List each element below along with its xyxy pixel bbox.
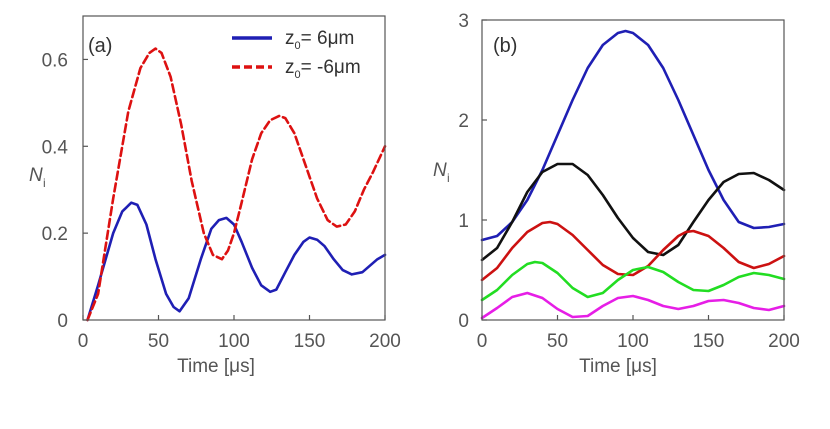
panel-a-series-line-0 — [86, 201, 387, 322]
panel-b-series-line-4 — [480, 291, 786, 320]
x-tick-label: 200 — [369, 331, 401, 352]
legend-label-z0-minus-6um: z0= -6μm — [285, 57, 361, 81]
panel-b-series-line-0 — [480, 29, 786, 242]
x-tick-label: 100 — [218, 331, 250, 352]
panel-a-y-axis-title-sub: i — [43, 176, 46, 190]
y-tick-label: 1 — [458, 211, 469, 232]
panel-b-x-axis-title: Time [μs] — [579, 356, 657, 377]
x-tick-label: 100 — [617, 331, 649, 352]
panel-b-series-line-2 — [480, 220, 786, 282]
x-tick-label: 50 — [547, 331, 568, 352]
panel-b-x-ticks: 0 50 100 150 200 — [477, 315, 800, 352]
panel-a-y-axis-title: N i — [29, 165, 46, 190]
x-tick-label: 50 — [148, 331, 169, 352]
x-tick-label: 200 — [768, 331, 800, 352]
panel-a-plot-area — [86, 47, 387, 322]
panel-a-x-ticks: 0 50 100 150 200 — [78, 315, 401, 352]
panel-b-series-line-3 — [480, 260, 786, 302]
panel-b-plot-area — [480, 29, 786, 320]
y-tick-label: 2 — [458, 111, 469, 132]
panel-b-label: (b) — [493, 35, 517, 57]
x-tick-label: 150 — [294, 331, 326, 352]
y-tick-label: 0.4 — [42, 137, 69, 158]
panel-a-y-ticks: 0 0.2 0.4 0.6 — [42, 50, 88, 332]
y-tick-label: 0 — [458, 311, 469, 332]
x-tick-label: 0 — [78, 331, 89, 352]
panel-a-x-axis-title: Time [μs] — [177, 356, 255, 377]
y-tick-label: 0.6 — [42, 50, 68, 71]
x-tick-label: 150 — [693, 331, 725, 352]
panel-a-series-line-1 — [86, 47, 387, 322]
x-tick-label: 0 — [477, 331, 488, 352]
panel-a-legend: z0= 6μm z0= -6μm — [232, 28, 361, 81]
panel-b-series-line-1 — [480, 162, 786, 262]
y-tick-label: 0.2 — [42, 224, 68, 245]
panel-b-y-ticks: 0 1 2 3 — [458, 11, 487, 332]
panel-a: 0 50 100 150 200 0 0.2 0.4 0.6 (a) Time [μs] N … — [29, 15, 401, 377]
panel-a-label: (a) — [88, 35, 112, 57]
panel-b-y-axis-title: N i — [433, 160, 450, 185]
panel-a-y-axis-title-main: N — [29, 165, 43, 186]
panel-b-y-axis-title-main: N — [433, 160, 447, 181]
y-tick-label: 0 — [57, 311, 68, 332]
panel-b: 0 50 100 150 200 0 1 2 3 (b) Time [μs] N i — [433, 11, 800, 377]
legend-label-z0-6um: z0= 6μm — [285, 28, 354, 52]
y-tick-label: 3 — [458, 11, 469, 32]
panel-b-y-axis-title-sub: i — [447, 171, 450, 185]
